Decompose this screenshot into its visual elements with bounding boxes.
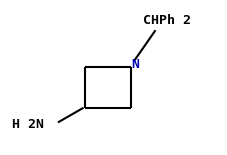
Text: H 2N: H 2N	[12, 117, 44, 131]
Text: N: N	[131, 58, 139, 71]
Text: CHPh 2: CHPh 2	[143, 14, 191, 27]
